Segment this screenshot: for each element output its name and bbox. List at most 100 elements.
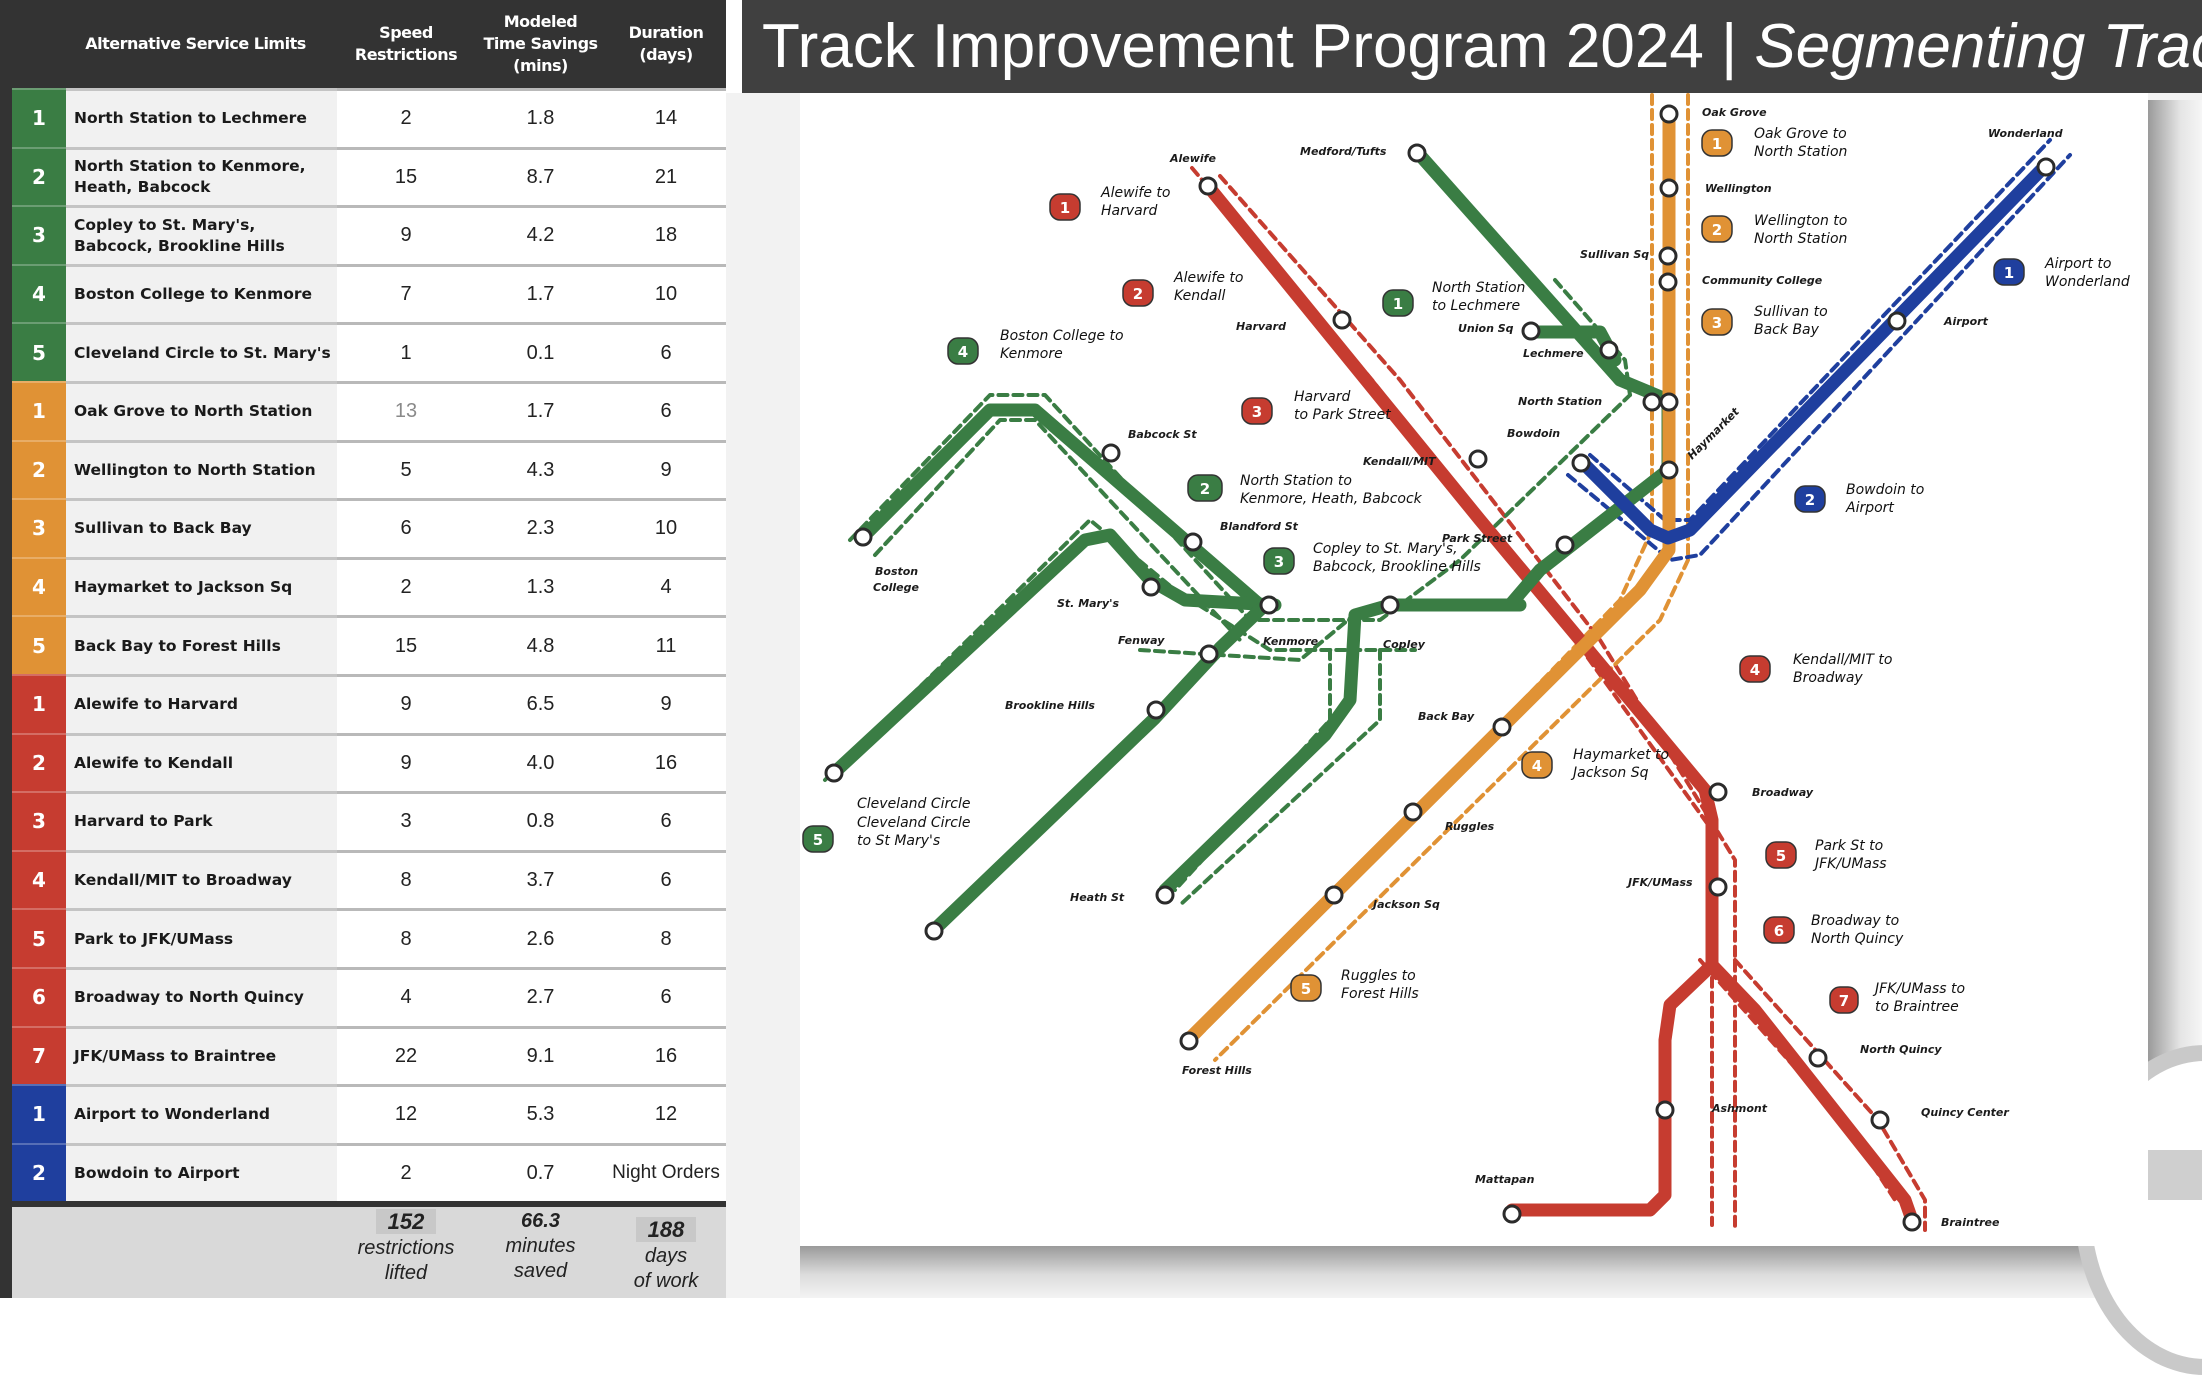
table-row[interactable]: 5 Park to JFK/UMass 8 2.6 8 (12, 908, 726, 967)
table-row[interactable]: 1 Airport to Wonderland 12 5.3 12 (12, 1084, 726, 1143)
segment-badge-red-2[interactable]: 2 Alewife to Kendall (1122, 270, 1243, 307)
time-savings-cell: 6.5 (475, 673, 606, 733)
time-savings-cell: 4.2 (475, 205, 606, 264)
station-riverside[interactable] (924, 921, 944, 941)
time-savings-cell: 1.8 (475, 88, 606, 147)
segment-number-badge: 2 (12, 439, 66, 499)
station-braintree[interactable] (1902, 1212, 1922, 1232)
station-north-station-green[interactable] (1642, 392, 1662, 412)
label-lechmere: Lechmere (1523, 347, 1584, 360)
table-row[interactable]: 2 North Station to Kenmore, Heath, Babcoc… (12, 146, 726, 206)
station-park-street[interactable] (1555, 535, 1575, 555)
station-mattapan[interactable] (1502, 1204, 1522, 1224)
station-jfk[interactable] (1708, 877, 1728, 897)
table-row[interactable]: 4 Kendall/MIT to Broadway 8 3.7 6 (12, 849, 726, 909)
station-wellington[interactable] (1659, 178, 1679, 198)
station-ashmont[interactable] (1655, 1100, 1675, 1120)
header-duration: Duration (days) (606, 0, 726, 88)
station-jackson-sq[interactable] (1324, 885, 1344, 905)
total-savings: 66.3 minutes saved (475, 1209, 606, 1284)
station-oak-grove[interactable] (1659, 104, 1679, 124)
table-row[interactable]: 4 Boston College to Kenmore 7 1.7 10 (12, 263, 726, 323)
station-kenmore[interactable] (1259, 595, 1279, 615)
segment-name: Alewife to Harvard (66, 673, 337, 733)
duration-cell: 9 (606, 673, 726, 733)
segment-name: Kendall/MIT to Broadway (66, 849, 337, 909)
station-lechmere[interactable] (1599, 340, 1619, 360)
station-boston-college[interactable] (853, 527, 873, 547)
segment-number-badge: 5 (12, 615, 66, 674)
header-line: (days) (639, 45, 693, 64)
segment-badge-green-4[interactable]: 4 Boston College to Kenmore (947, 328, 1124, 365)
speed-restrictions-cell: 22 (337, 1025, 475, 1085)
table-row[interactable]: 6 Broadway to North Quincy 4 2.7 6 (12, 966, 726, 1026)
station-community-college[interactable] (1658, 272, 1678, 292)
table-row[interactable]: 3 Sullivan to Back Bay 6 2.3 10 (12, 498, 726, 557)
segment-badge-orange-3[interactable]: 3 Sullivan to Back Bay (1701, 304, 1828, 338)
station-ruggles[interactable] (1403, 802, 1423, 822)
segment-badge-green-1[interactable]: 1 North Station to Lechmere (1382, 280, 1525, 317)
segment-badge-green-2[interactable]: 2 North Station to Kenmore, Heath, Babcoc… (1187, 473, 1423, 507)
station-medford[interactable] (1407, 143, 1427, 163)
speed-restrictions-cell: 2 (337, 556, 475, 616)
table-row[interactable]: 1 Alewife to Harvard 9 6.5 9 (12, 673, 726, 733)
station-alewife[interactable] (1198, 176, 1218, 196)
segment-badge-orange-2[interactable]: 2 Wellington to North Station (1701, 213, 1847, 247)
station-babcock[interactable] (1101, 443, 1121, 463)
segment-badge-red-6[interactable]: 6 Broadway to North Quincy (1763, 913, 1904, 947)
station-broadway[interactable] (1708, 782, 1728, 802)
station-kendall[interactable] (1468, 449, 1488, 469)
segment-badge-red-1[interactable]: 1 Alewife to Harvard (1049, 185, 1170, 221)
segment-label: Cleveland Circle (857, 815, 970, 831)
station-cleveland-circle[interactable] (824, 763, 844, 783)
label-brookline-hills: Brookline Hills (1005, 699, 1095, 712)
station-haymarket[interactable] (1659, 460, 1679, 480)
station-blandford[interactable] (1183, 532, 1203, 552)
table-row[interactable]: 3 Copley to St. Mary's, Babcock, Brooklin… (12, 205, 726, 264)
station-forest-hills[interactable] (1179, 1031, 1199, 1051)
segment-badge-blue-2[interactable]: 2 Bowdoin to Airport (1794, 482, 1924, 516)
station-brookline-hills[interactable] (1146, 700, 1166, 720)
label-heath: Heath St (1070, 891, 1125, 904)
station-st-marys[interactable] (1141, 577, 1161, 597)
table-row[interactable]: 5 Cleveland Circle to St. Mary's 1 0.1 6 (12, 322, 726, 381)
station-labels: Alewife Harvard Kendall/MIT Park Street … (873, 106, 2063, 1229)
segment-badge-red-7[interactable]: 7 JFK/UMass to to Braintree (1829, 981, 1965, 1015)
table-row[interactable]: 2 Bowdoin to Airport 2 0.7 Night Orders (12, 1142, 726, 1202)
segment-badge-red-5[interactable]: 5 Park St to JFK/UMass (1765, 838, 1887, 872)
table-row[interactable]: 1 North Station to Lechmere 2 1.8 14 (12, 88, 726, 147)
station-north-station-orange[interactable] (1659, 392, 1679, 412)
station-copley[interactable] (1380, 595, 1400, 615)
station-quincy-center[interactable] (1870, 1110, 1890, 1130)
table-row[interactable]: 2 Alewife to Kendall 9 4.0 16 (12, 732, 726, 792)
table-row[interactable]: 2 Wellington to North Station 5 4.3 9 (12, 439, 726, 499)
label-bowdoin: Bowdoin (1507, 427, 1560, 440)
segment-badge-blue-1[interactable]: 1 Airport to Wonderland (1993, 256, 2130, 290)
table-row[interactable]: 1 Oak Grove to North Station 13 1.7 6 (12, 380, 726, 440)
station-bowdoin[interactable] (1571, 453, 1591, 473)
segment-badge-green-5[interactable]: 5 Cleveland Circle Cleveland Circle to St … (802, 796, 970, 853)
segment-label: Copley to St. Mary's, (1313, 541, 1458, 557)
segment-label: Wellington to (1754, 213, 1847, 229)
table-row[interactable]: 7 JFK/UMass to Braintree 22 9.1 16 (12, 1025, 726, 1085)
segment-badge-green-3[interactable]: 3 Copley to St. Mary's, Babcock, Brooklin… (1263, 541, 1481, 575)
segment-badge-orange-5[interactable]: 5 Ruggles to Forest Hills (1290, 968, 1419, 1002)
station-north-quincy[interactable] (1808, 1048, 1828, 1068)
station-wonderland[interactable] (2036, 157, 2056, 177)
segment-badge-red-3[interactable]: 3 Harvard to Park Street (1241, 389, 1391, 425)
table-row[interactable]: 4 Haymarket to Jackson Sq 2 1.3 4 (12, 556, 726, 616)
segment-badge-red-4[interactable]: 4 Kendall/MIT to Broadway (1739, 652, 1892, 686)
station-fenway[interactable] (1199, 644, 1219, 664)
station-union-sq[interactable] (1521, 321, 1541, 341)
table-row[interactable]: 5 Back Bay to Forest Hills 15 4.8 11 (12, 615, 726, 674)
station-heath[interactable] (1155, 885, 1175, 905)
segment-badge-orange-4[interactable]: 4 Haymarket to Jackson Sq (1521, 747, 1669, 781)
station-back-bay[interactable] (1492, 717, 1512, 737)
station-harvard[interactable] (1332, 310, 1352, 330)
station-sullivan[interactable] (1658, 246, 1678, 266)
label-babcock: Babcock St (1128, 428, 1197, 441)
segment-badge-orange-1[interactable]: 1 Oak Grove to North Station (1701, 126, 1847, 160)
blue-line (1576, 158, 2053, 545)
table-row[interactable]: 3 Harvard to Park 3 0.8 6 (12, 791, 726, 850)
station-airport[interactable] (1887, 311, 1907, 331)
